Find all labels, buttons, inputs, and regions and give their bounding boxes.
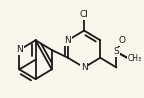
Text: N: N	[81, 63, 87, 72]
Text: N: N	[16, 45, 23, 54]
Text: CH₃: CH₃	[128, 54, 142, 63]
Text: S: S	[114, 47, 119, 56]
Text: O: O	[118, 36, 125, 45]
Text: N: N	[65, 36, 71, 45]
Text: Cl: Cl	[80, 10, 89, 20]
